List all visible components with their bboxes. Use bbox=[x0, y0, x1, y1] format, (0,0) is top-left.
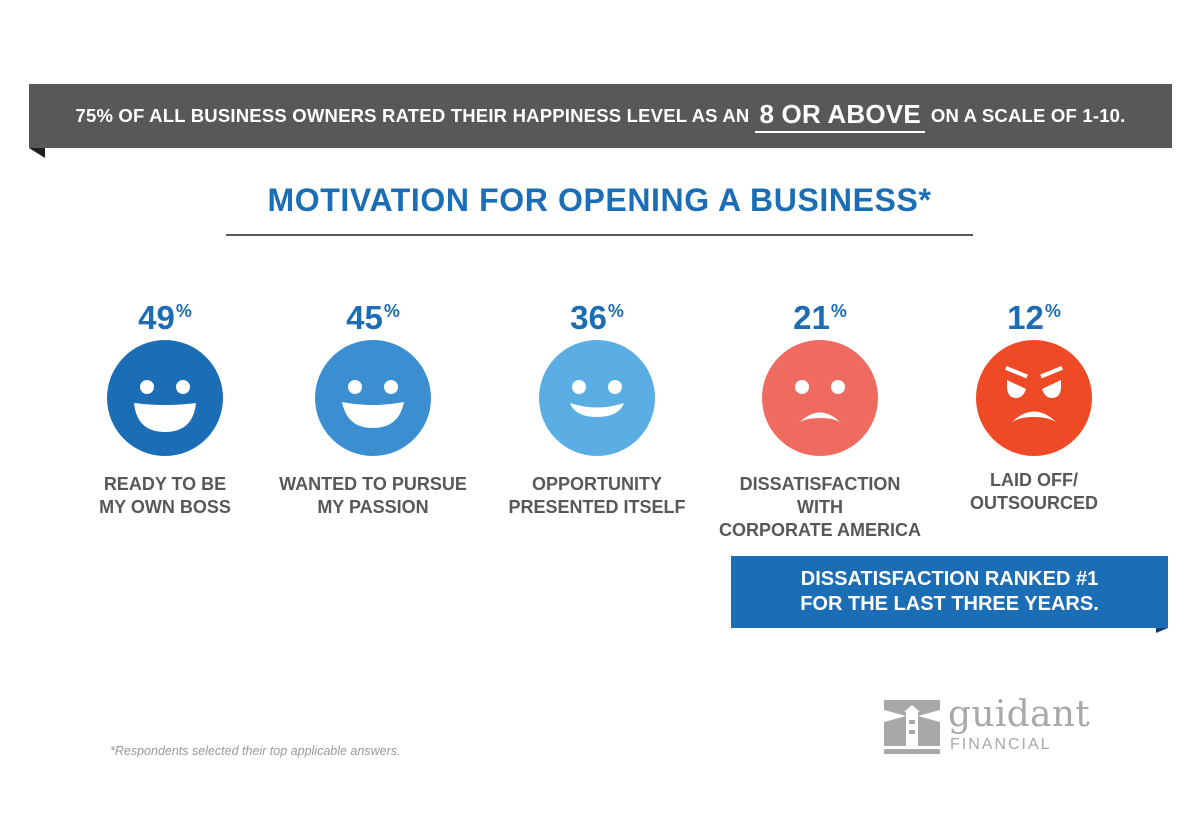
banner-highlight: 8 OR ABOVE bbox=[755, 99, 925, 133]
category-label: LAID OFF/ OUTSOURCED bbox=[969, 470, 1098, 513]
banner-text-after: ON A SCALE OF 1-10. bbox=[930, 105, 1126, 126]
motivation-item: 45% WANTED TO PURSUE MY PASSION bbox=[268, 290, 478, 519]
title-divider bbox=[226, 234, 973, 236]
logo-subtitle: FINANCIAL bbox=[950, 736, 1052, 753]
percent-value: 21% bbox=[715, 290, 925, 336]
lighthouse-logo-icon bbox=[884, 700, 940, 754]
motivation-item: 49% READY TO BE MY OWN BOSS bbox=[60, 290, 270, 519]
smile-face-icon bbox=[315, 340, 431, 456]
callout-box: DISSATISFACTION RANKED #1 FOR THE LAST T… bbox=[731, 556, 1168, 628]
guidant-logo: guidant FINANCIAL bbox=[884, 694, 1114, 756]
logo-name: guidant bbox=[948, 694, 1091, 735]
percent-unit: % bbox=[175, 301, 192, 321]
percent-unit: % bbox=[607, 301, 624, 321]
happiness-banner: 75% OF ALL BUSINESS OWNERS RATED THEIR H… bbox=[29, 84, 1172, 148]
motivation-item: 21% DISSATISFACTION WITH CORPORATE AMERIC… bbox=[715, 290, 925, 542]
percent-unit: % bbox=[383, 301, 400, 321]
footnote: *Respondents selected their top applicab… bbox=[110, 744, 401, 758]
category-label: OPPORTUNITY PRESENTED ITSELF bbox=[508, 474, 686, 517]
frown-face-icon bbox=[762, 340, 878, 456]
angry-face-icon bbox=[976, 340, 1092, 456]
banner-fold-corner bbox=[29, 148, 45, 158]
percent-number: 36 bbox=[570, 299, 607, 336]
category-label: READY TO BE MY OWN BOSS bbox=[99, 474, 231, 517]
percent-value: 49% bbox=[60, 290, 270, 336]
percent-value: 12% bbox=[929, 290, 1139, 336]
motivation-item: 12% LAID OFF/ OUTSOURCED bbox=[929, 290, 1139, 515]
callout-line-2: FOR THE LAST THREE YEARS. bbox=[800, 593, 1099, 615]
percent-number: 45 bbox=[346, 299, 383, 336]
callout-fold-corner bbox=[1156, 628, 1168, 633]
motivation-item: 36% OPPORTUNITY PRESENTED ITSELF bbox=[492, 290, 702, 519]
percent-value: 36% bbox=[492, 290, 702, 336]
chart-title: MOTIVATION FOR OPENING A BUSINESS* bbox=[267, 182, 932, 218]
category-label: DISSATISFACTION WITH CORPORATE AMERICA bbox=[719, 474, 921, 540]
percent-number: 12 bbox=[1007, 299, 1044, 336]
category-label: WANTED TO PURSUE MY PASSION bbox=[279, 474, 467, 517]
slight-smile-face-icon bbox=[539, 340, 655, 456]
banner-text-before: 75% OF ALL BUSINESS OWNERS RATED THEIR H… bbox=[75, 105, 750, 126]
percent-unit: % bbox=[830, 301, 847, 321]
percent-unit: % bbox=[1044, 301, 1061, 321]
percent-number: 49 bbox=[138, 299, 175, 336]
percent-number: 21 bbox=[793, 299, 830, 336]
percent-value: 45% bbox=[268, 290, 478, 336]
callout-line-1: DISSATISFACTION RANKED #1 bbox=[800, 568, 1099, 590]
big-smile-face-icon bbox=[107, 340, 223, 456]
